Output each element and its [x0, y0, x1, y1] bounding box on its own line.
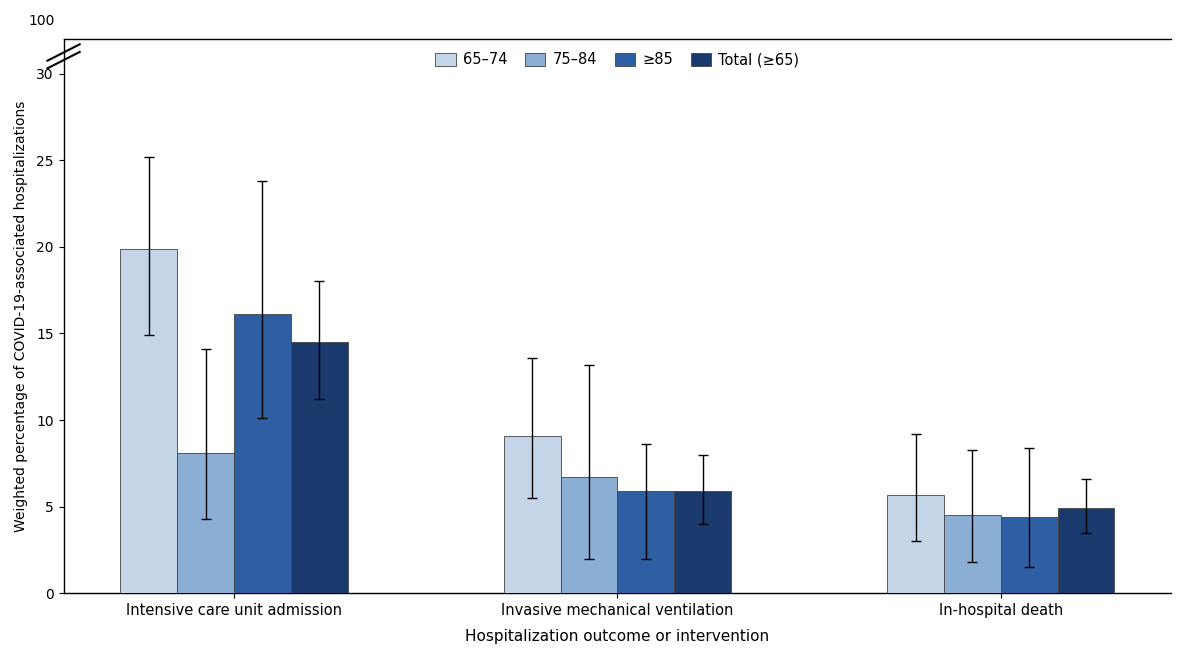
- Y-axis label: Weighted percentage of COVID-19-associated hospitalizations: Weighted percentage of COVID-19-associat…: [14, 101, 28, 532]
- X-axis label: Hospitalization outcome or intervention: Hospitalization outcome or intervention: [466, 629, 769, 644]
- Bar: [888, 495, 944, 594]
- Legend: 65–74, 75–84, ≥85, Total (≥65): 65–74, 75–84, ≥85, Total (≥65): [429, 46, 806, 73]
- Bar: [561, 477, 617, 594]
- Bar: [178, 453, 233, 594]
- Bar: [1000, 517, 1057, 594]
- Bar: [504, 436, 561, 594]
- Bar: [1057, 509, 1114, 594]
- Bar: [233, 315, 290, 594]
- Bar: [617, 491, 674, 594]
- Bar: [674, 491, 731, 594]
- Text: 100: 100: [28, 14, 56, 28]
- Bar: [290, 342, 347, 594]
- Bar: [944, 515, 1000, 594]
- Bar: [121, 249, 178, 594]
